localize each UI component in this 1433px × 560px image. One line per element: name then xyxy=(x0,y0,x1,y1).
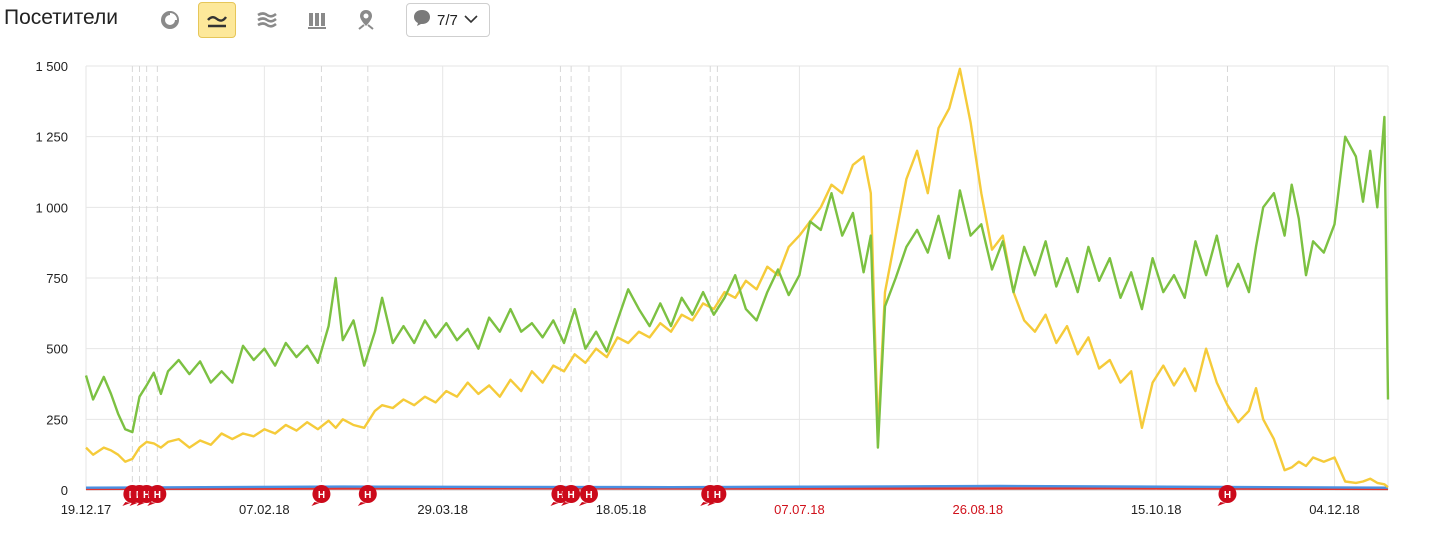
annotation-marker[interactable]: H xyxy=(147,485,167,506)
bar-chart-icon xyxy=(307,10,327,30)
y-axis: 0 250 500 750 1 000 1 250 1 500 xyxy=(35,59,68,498)
x-tick-label: 26.08.18 xyxy=(952,502,1003,517)
y-tick-label: 1 000 xyxy=(35,200,68,215)
annotation-marker-label: H xyxy=(1224,490,1231,501)
x-tick-label: 07.02.18 xyxy=(239,502,290,517)
bar-chart-button[interactable] xyxy=(298,2,336,38)
annotation-marker[interactable]: H xyxy=(707,485,727,506)
x-axis: 19.12.17 07.02.18 29.03.18 18.05.18 07.07.18… xyxy=(61,502,1360,517)
pie-chart-button[interactable] xyxy=(151,2,189,38)
x-tick-label: 15.10.18 xyxy=(1131,502,1182,517)
annotation-marker-label: H xyxy=(143,490,150,501)
x-tick-label: 29.03.18 xyxy=(417,502,468,517)
visitors-line-chart: HHHHHHHHHHHH 0 250 500 750 1 000 1 250 1 500 1… xyxy=(35,59,1390,517)
annotation-marker[interactable]: H xyxy=(578,485,598,506)
annotation-marker[interactable]: H xyxy=(1217,485,1237,506)
series-line xyxy=(85,484,1389,489)
line-chart-icon xyxy=(206,12,228,28)
annotations-count: 7/7 xyxy=(437,11,458,29)
annotation-marker-label: H xyxy=(154,490,161,501)
map-pin-icon xyxy=(356,9,376,31)
annotation-marker[interactable]: H xyxy=(561,485,581,506)
chart-series xyxy=(84,67,1390,491)
x-tick-label: 07.07.18 xyxy=(774,502,825,517)
series-line xyxy=(85,487,1389,491)
chart-toolbar: Посетители xyxy=(0,0,1433,44)
annotation-marker[interactable]: H xyxy=(357,485,377,506)
y-tick-label: 1 250 xyxy=(35,130,68,145)
chevron-down-icon xyxy=(464,11,478,29)
y-tick-label: 0 xyxy=(61,483,68,498)
x-tick-label: 18.05.18 xyxy=(596,502,647,517)
y-tick-label: 500 xyxy=(46,342,68,357)
annotation-markers: HHHHHHHHHHHH xyxy=(122,485,1237,506)
x-tick-label: 04.12.18 xyxy=(1309,502,1360,517)
annotation-marker-label: H xyxy=(585,490,592,501)
line-chart-button[interactable] xyxy=(198,2,236,38)
area-chart-icon xyxy=(256,11,278,29)
x-tick-label: 19.12.17 xyxy=(61,502,112,517)
annotation-date-lines xyxy=(131,66,1228,490)
chart-title: Посетители xyxy=(4,6,118,29)
annotation-marker-label: H xyxy=(714,490,721,501)
annotation-marker-label: H xyxy=(364,490,371,501)
y-tick-label: 1 500 xyxy=(35,59,68,74)
map-button[interactable] xyxy=(347,2,385,38)
annotation-marker-label: H xyxy=(318,490,325,501)
annotation-marker[interactable]: H xyxy=(311,485,331,506)
annotation-marker-label: H xyxy=(557,490,564,501)
y-tick-label: 250 xyxy=(46,412,68,427)
annotation-marker-label: H xyxy=(568,490,575,501)
pie-chart-icon xyxy=(160,10,180,30)
series-line xyxy=(84,115,1390,449)
comment-icon xyxy=(413,9,431,32)
y-tick-label: 750 xyxy=(46,271,68,286)
annotations-dropdown[interactable]: 7/7 xyxy=(406,3,490,37)
area-chart-button[interactable] xyxy=(248,2,286,38)
